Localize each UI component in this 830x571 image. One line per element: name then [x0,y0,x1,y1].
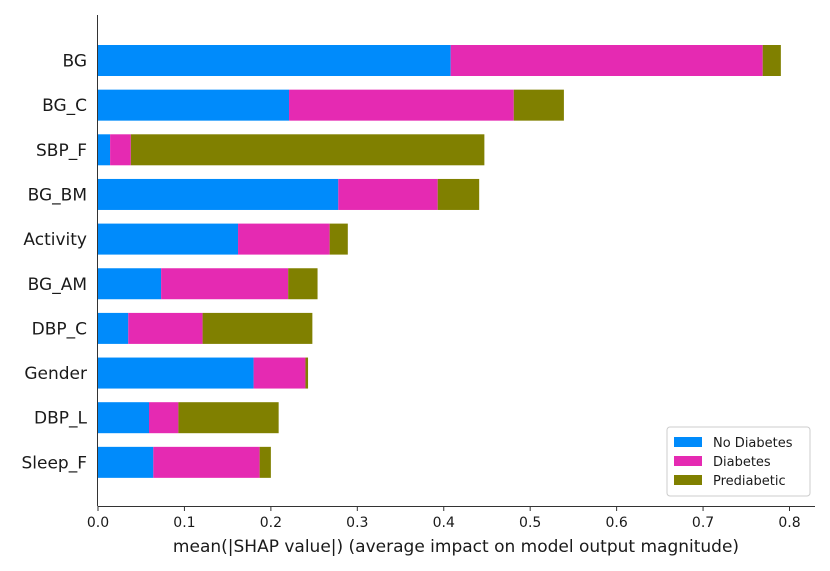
bar-activity-prediabetic [329,223,348,255]
bar-sbp-f-diabetes [110,134,131,166]
bar-activity-no-diabetes [98,223,239,255]
bar-sleep-f-prediabetic [259,446,271,478]
y-tick-label: BG_C [42,96,87,116]
y-tick-label: BG_AM [28,275,87,295]
y-axis: BG BG_C SBP_F BG_BM Activity BG_AM DBP_C Gender… [21,15,98,506]
bar-dbp-l-no-diabetes [98,402,149,434]
y-tick-label: BG [62,52,87,72]
y-tick-label: Sleep_F [21,453,87,473]
bar-bg-diabetes [450,45,763,76]
bar-dbp-c-no-diabetes [98,312,129,344]
bar-bg-bm-diabetes [338,178,438,210]
x-tick-label: 0.0 [87,515,109,531]
bar-dbp-c-diabetes [128,312,203,344]
legend-swatch-no-diabetes [674,437,702,447]
bar-bg-c-no-diabetes [98,89,290,121]
bar-gender-no-diabetes [98,357,254,389]
bar-bg-c-diabetes [289,89,514,121]
x-tick-label: 0.8 [778,515,800,531]
bar-bg-am-no-diabetes [98,268,162,300]
bar-dbp-l-diabetes [148,402,179,434]
y-tick-label: Activity [23,230,87,250]
bar-activity-diabetes [238,223,330,255]
bar-sbp-f-no-diabetes [98,134,111,166]
bar-bg-am-prediabetic [288,268,318,300]
legend-swatch-prediabetic [674,475,702,485]
bar-bg-prediabetic [762,45,781,76]
bar-gender-diabetes [253,357,306,389]
bar-gender-prediabetic [305,357,309,389]
y-tick-label: BG_BM [28,185,87,205]
x-tick-label: 0.2 [260,515,282,531]
legend-label-diabetes: Diabetes [713,455,771,470]
legend-frame [666,426,811,497]
bar-sleep-f-diabetes [153,446,260,478]
legend-label-prediabetic: Prediabetic [713,474,786,489]
legend: No Diabetes Diabetes Prediabetic [666,426,811,497]
y-tick-label: DBP_C [32,319,87,339]
bars-layer [98,45,781,478]
bar-bg-bm-no-diabetes [98,178,339,210]
bar-sleep-f-no-diabetes [98,446,154,478]
x-tick-label: 0.1 [173,515,195,531]
x-tick-label: 0.5 [519,515,541,531]
y-tick-label: SBP_F [36,141,87,161]
legend-label-no-diabetes: No Diabetes [713,436,793,451]
x-tick-label: 0.7 [692,515,714,531]
bar-bg-c-prediabetic [513,89,564,121]
x-axis-label: mean(|SHAP value|) (average impact on mo… [173,537,739,557]
bar-dbp-l-prediabetic [178,402,279,434]
bar-bg-am-diabetes [161,268,289,300]
y-tick-label: Gender [24,364,87,384]
bar-bg-no-diabetes [98,45,451,76]
x-tick-label: 0.3 [346,515,368,531]
bar-sbp-f-prediabetic [130,134,485,166]
x-tick-label: 0.4 [433,515,455,531]
x-axis: 0.0 0.1 0.2 0.3 0.4 0.5 0.6 0.7 0.8 [87,506,815,531]
bar-bg-bm-prediabetic [437,178,480,210]
y-tick-label: DBP_L [34,409,88,429]
legend-swatch-diabetes [674,456,702,466]
bar-dbp-c-prediabetic [202,312,313,344]
x-tick-label: 0.6 [605,515,627,531]
